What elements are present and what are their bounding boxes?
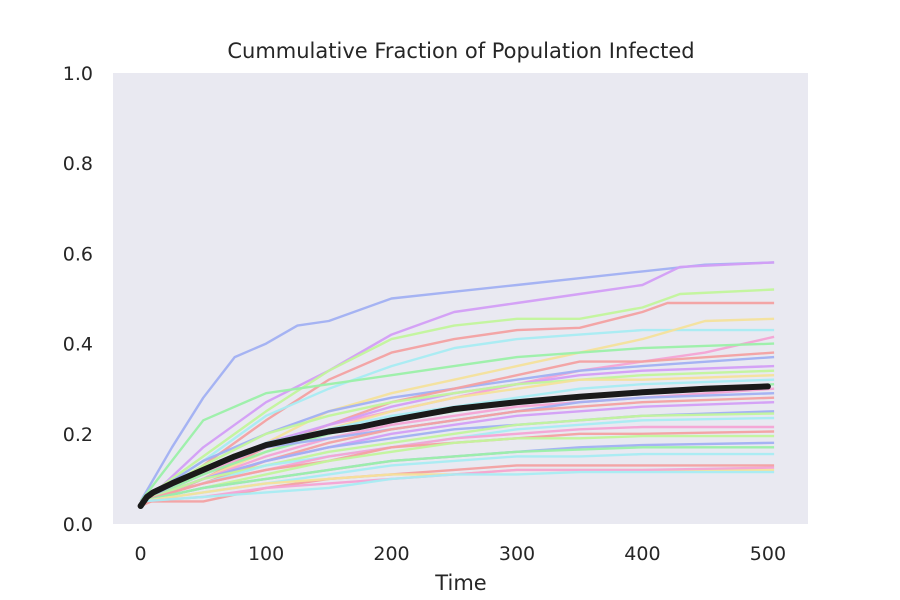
mean-line-group: [137, 383, 771, 509]
y-tick-label: 1.0: [63, 63, 93, 85]
x-tick-label: 300: [499, 543, 535, 565]
x-tick-label: 100: [248, 543, 284, 565]
series-line-run-08: [139, 342, 775, 503]
series-line-run-24: [140, 430, 775, 503]
x-tick-label: 500: [750, 543, 786, 565]
y-axis-ticks: 0.0 0.2 0.4 0.6 0.8 1.0: [63, 63, 93, 536]
series-line-run-05: [139, 328, 775, 503]
series-line-run-13: [140, 374, 775, 503]
y-tick-label: 0.0: [63, 514, 93, 536]
chart-title: Cummulative Fraction of Population Infec…: [227, 39, 694, 63]
series-line-run-02: [139, 261, 775, 507]
series-line-run-27: [140, 446, 775, 503]
x-axis-label: Time: [434, 571, 486, 595]
y-tick-label: 0.8: [63, 153, 93, 175]
series-line-run-32: [140, 470, 775, 503]
y-tick-label: 0.4: [63, 334, 93, 356]
y-tick-label: 0.2: [63, 424, 93, 446]
series-line-run-03: [139, 288, 775, 503]
mean-line: [137, 383, 771, 509]
x-axis-ticks: 0 100 200 300 400 500: [135, 543, 786, 565]
y-tick-label: 0.6: [63, 243, 93, 265]
series-line-run-21: [140, 412, 775, 503]
x-tick-label: 400: [624, 543, 660, 565]
series-line-run-09: [139, 355, 775, 503]
series-line-run-01: [139, 261, 775, 503]
series-line-run-25: [140, 434, 775, 503]
x-tick-label: 0: [135, 543, 147, 565]
x-tick-label: 200: [373, 543, 409, 565]
series-line-run-04: [139, 301, 775, 508]
series-line-run-12: [140, 369, 775, 503]
